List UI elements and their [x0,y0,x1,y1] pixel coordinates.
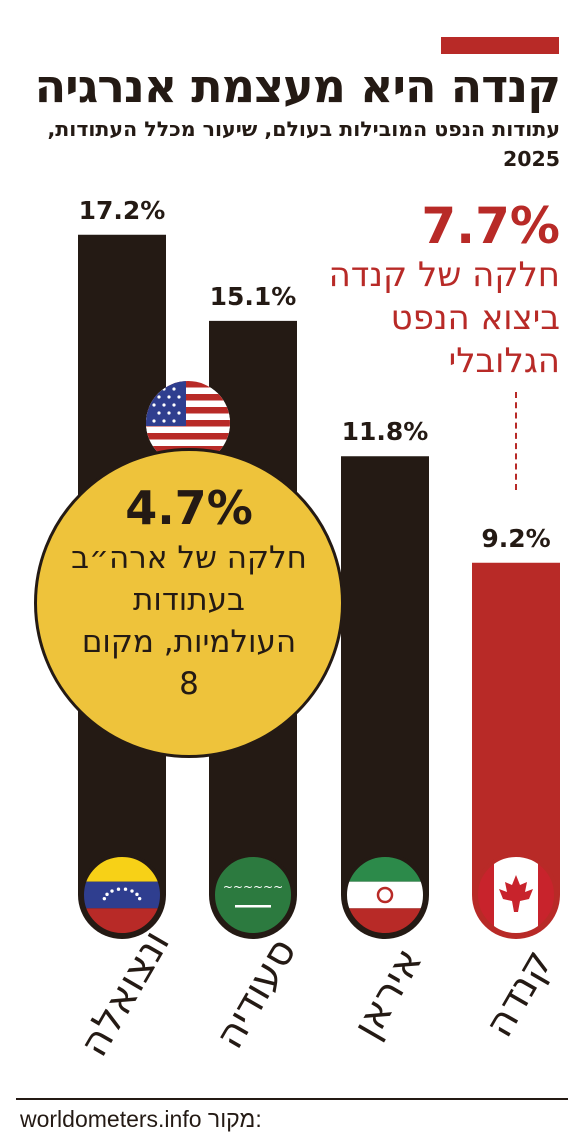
canada-callout-text: חלקה של קנדה ביצוא הנפט הגלובלי [328,255,560,381]
us-callout: 4.7% חלקה של ארה״ב בעתודות העולמיות, מקו… [34,448,344,758]
us-callout-text: חלקה של ארה״ב בעתודות העולמיות, מקום 8 [71,540,307,702]
footer-divider [16,1098,568,1100]
svg-text:~~~~~~: ~~~~~~ [223,880,283,894]
venezuela-flag-icon [80,853,164,937]
bar-value-label-1: 17.2% [79,196,166,225]
source-line: worldometers.info מקור: [20,1104,262,1134]
iran-flag-icon [343,853,427,937]
callout-connector [515,392,517,490]
canada-callout-value: 7.7% [421,197,560,255]
source-label: מקור: [207,1106,262,1132]
canada-callout: 7.7% חלקה של קנדה ביצוא הנפט הגלובלי [320,196,560,383]
bar-4 [472,562,560,939]
accent-bar [441,37,559,54]
bar-3 [341,456,429,939]
source-value: worldometers.info [20,1106,202,1132]
country-label-2: סעודיה [206,931,305,1057]
page-subtitle: עתודות הנפט המובילות בעולם, שיעור מכלל ה… [47,117,561,171]
bar-value-label-2: 15.1% [210,282,297,311]
country-label-3: איראן [344,940,432,1046]
page-title: קנדה היא מעצמת אנרגיה [34,59,561,113]
country-label-1: ונצואלה [71,923,179,1065]
us-callout-value: 4.7% [125,481,253,535]
country-label-4: קנדה [476,942,562,1045]
bar-value-label-3: 11.8% [342,417,429,446]
canada-flag-icon [474,853,558,937]
saudi-flag-icon: ~~~~~~ [211,853,295,937]
bar-value-label-4: 9.2% [481,524,550,553]
